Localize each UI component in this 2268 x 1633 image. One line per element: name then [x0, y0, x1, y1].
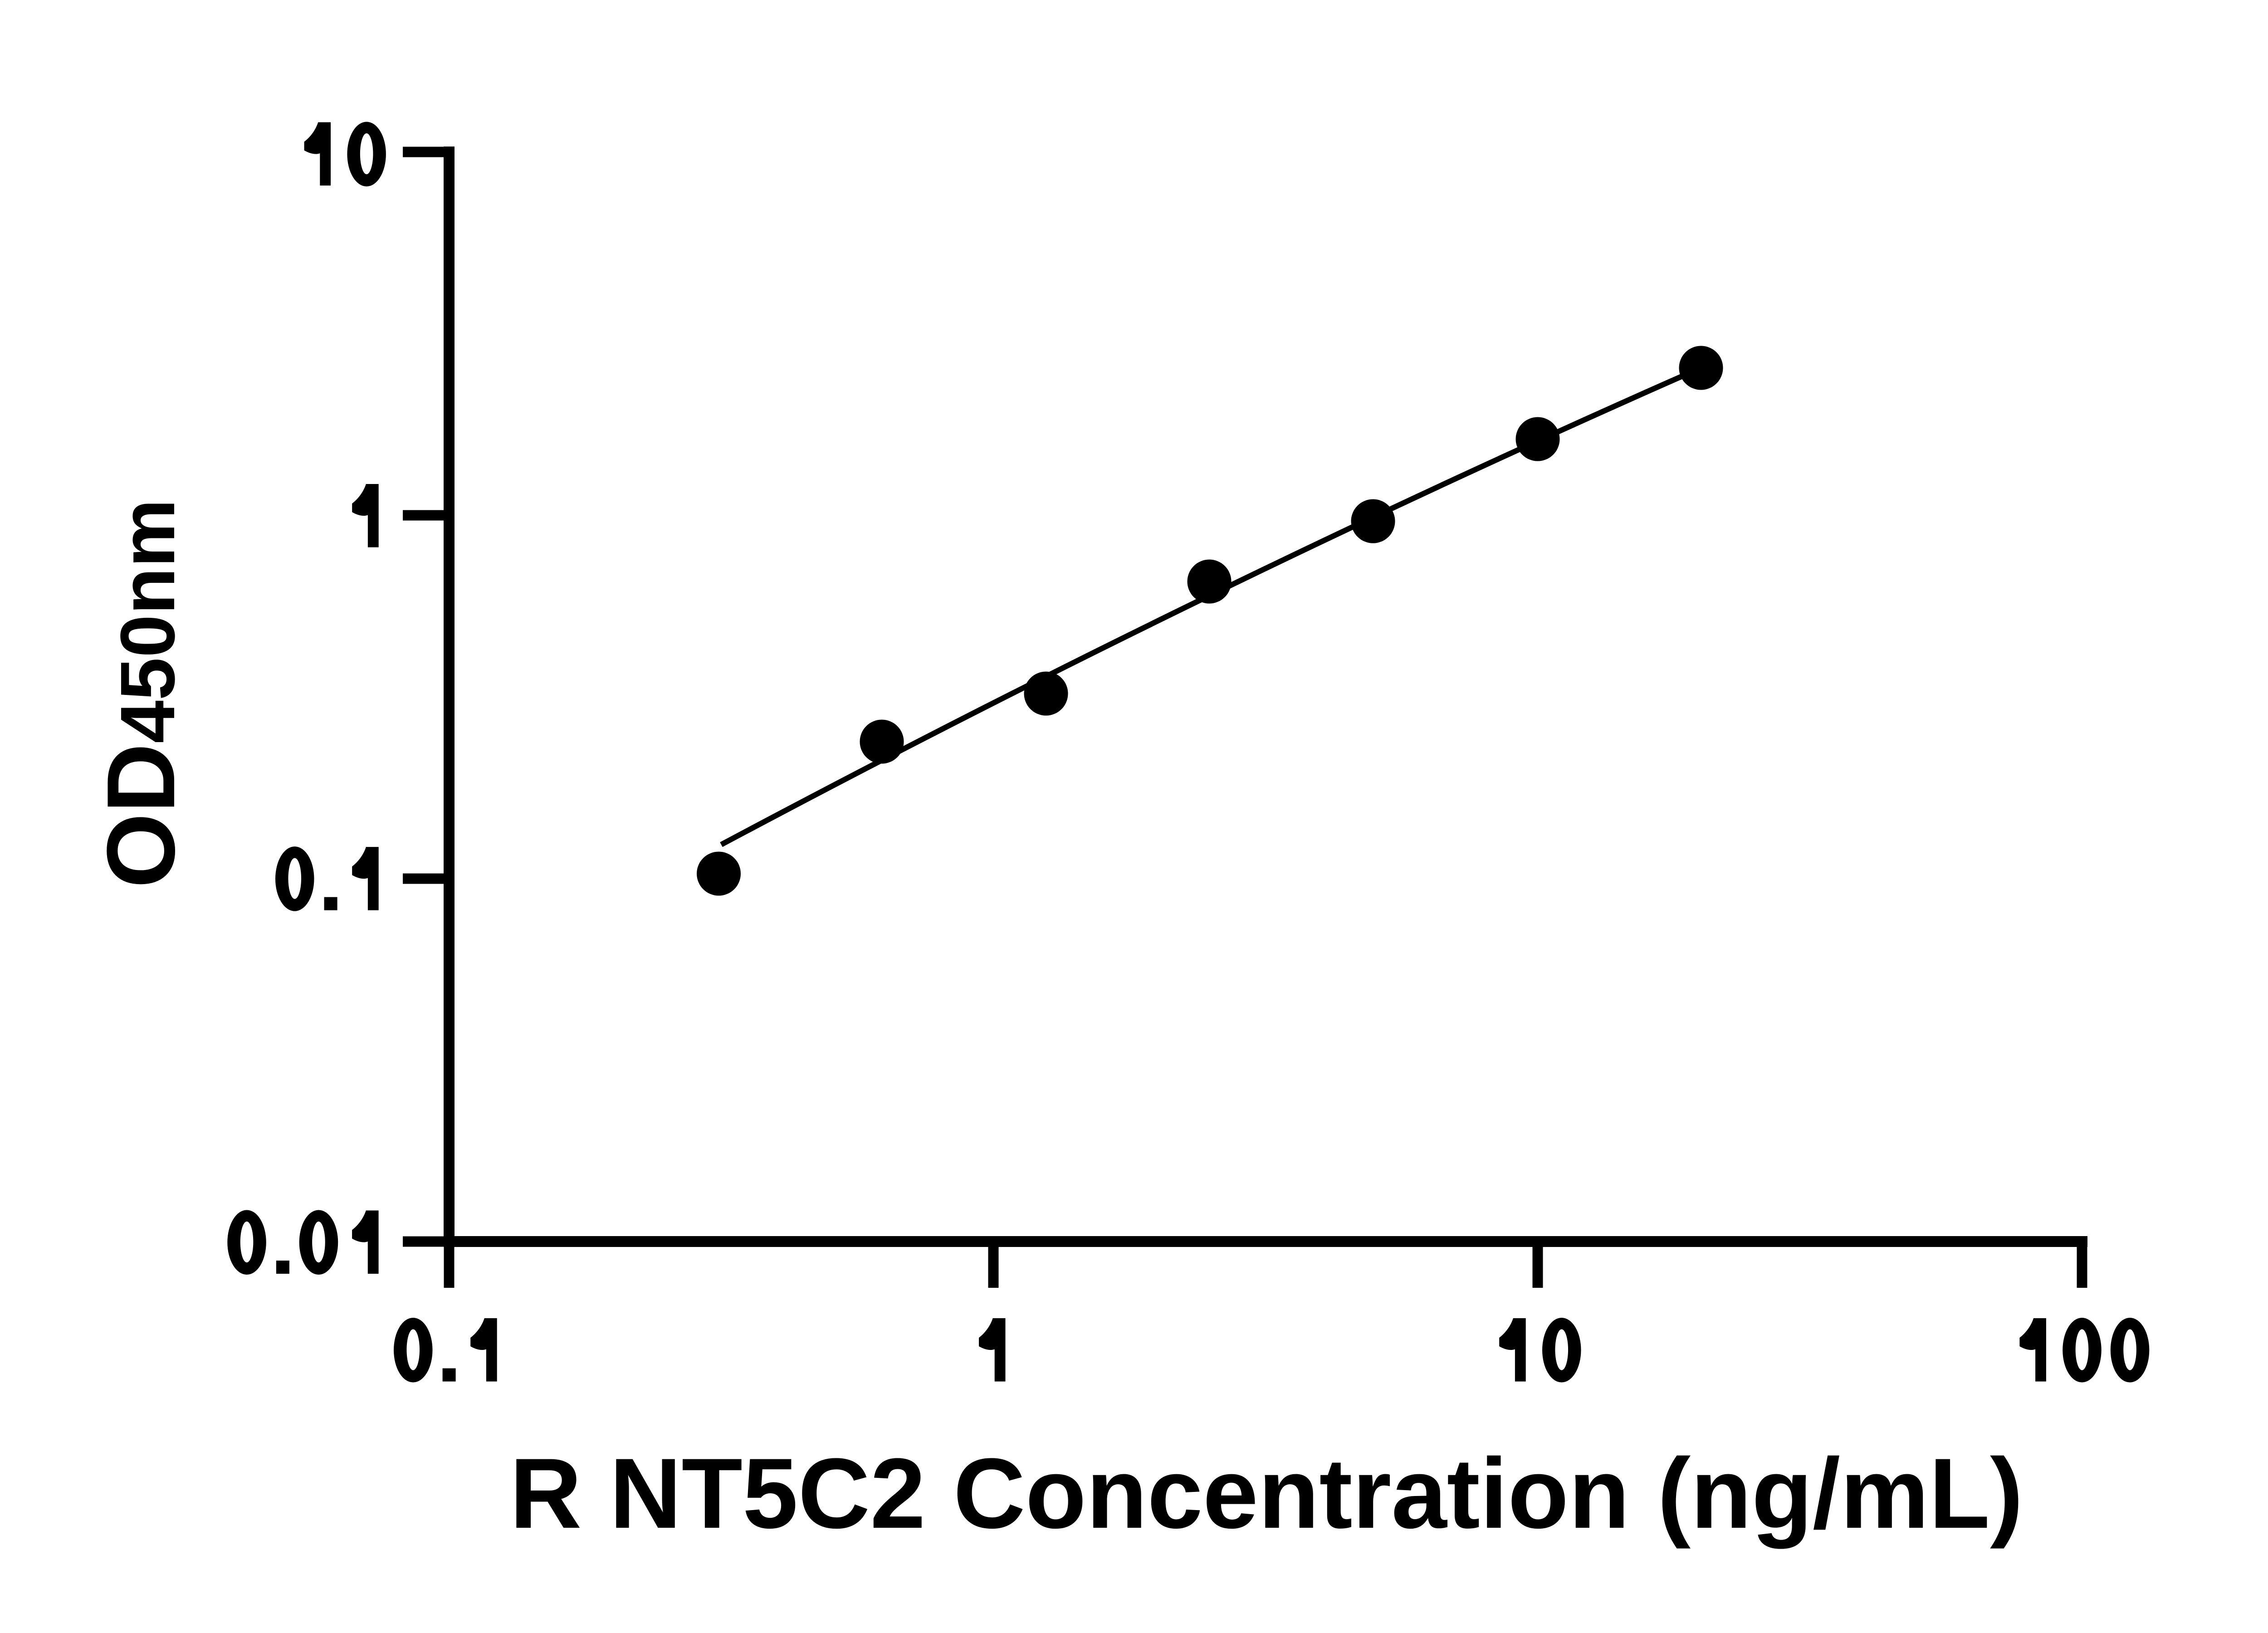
svg-text:R NT5C2 Concentration (ng/mL): R NT5C2 Concentration (ng/mL) [510, 1437, 2024, 1549]
svg-text:OD450nm: OD450nm [87, 499, 195, 888]
